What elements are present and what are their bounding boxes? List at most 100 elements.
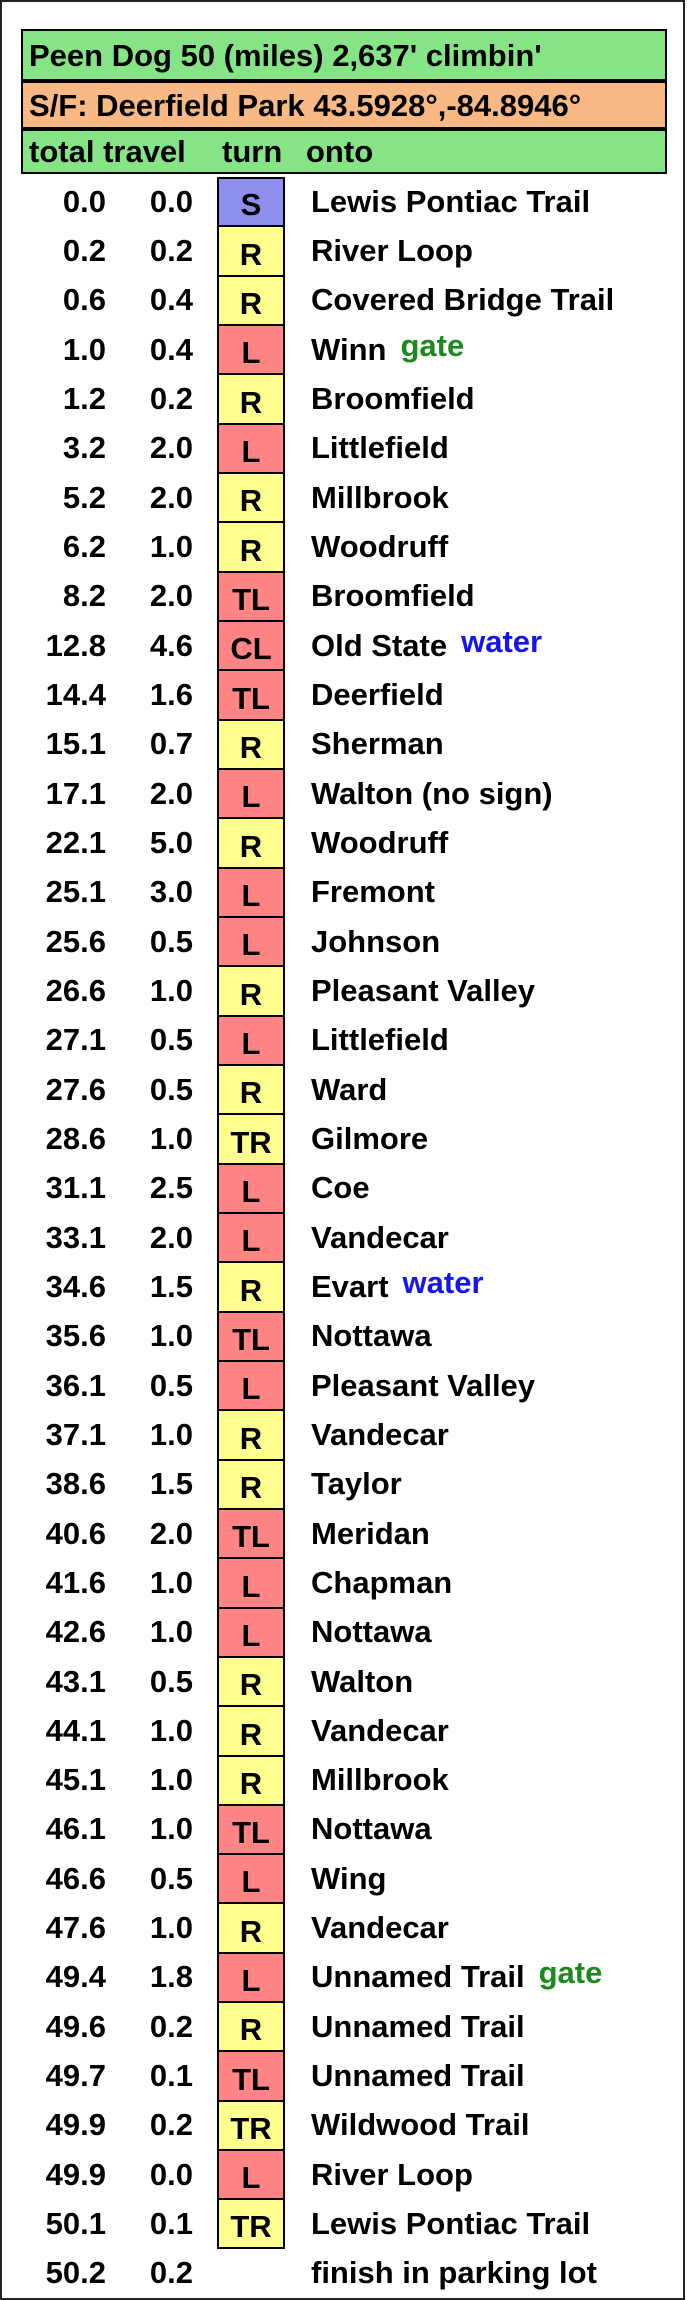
cue-row: 8.2 2.0 TL Broomfield	[2, 571, 683, 621]
cue-row: 33.1 2.0 L Vandecar	[2, 1212, 683, 1263]
cue-road-name: Unnamed Trail	[311, 2008, 525, 2044]
cue-total-miles: 49.9	[45, 2156, 106, 2192]
cue-travel-miles: 0.2	[149, 2008, 193, 2044]
cue-travel-miles: 0.0	[149, 2156, 193, 2192]
cue-road-name-cell: Fremont	[311, 868, 435, 917]
cue-road-name-cell: Unnamed Trail gate	[311, 1953, 602, 2002]
cue-total-miles: 49.7	[45, 2058, 106, 2094]
cue-travel-miles: 0.1	[149, 2058, 193, 2094]
cue-turn-badge: R	[217, 1459, 285, 1509]
cue-road-name-cell: Vandecar	[311, 1903, 449, 1952]
cue-road-name-cell: Meridan	[311, 1509, 430, 1558]
cue-total-miles: 27.1	[45, 1022, 106, 1058]
cue-row: 26.6 1.0 R Pleasant Valley	[2, 966, 683, 1016]
column-header-total: total	[29, 134, 95, 169]
cue-road-name-cell: Deerfield	[311, 670, 444, 719]
cue-turn-badge: L	[217, 2150, 285, 2200]
cue-road-name: Nottawa	[311, 1614, 432, 1650]
cue-row: 41.6 1.0 L Chapman	[2, 1558, 683, 1608]
cue-travel-miles: 0.5	[149, 1071, 193, 1107]
cue-travel-miles: 0.4	[149, 331, 193, 367]
cue-road-name-cell: Pleasant Valley	[311, 966, 535, 1015]
cue-road-name: Woodruff	[311, 528, 449, 564]
cue-road-name: Unnamed Trail	[311, 1959, 525, 1995]
cue-travel-miles: 1.0	[149, 1120, 193, 1156]
cue-turn-badge: R	[217, 966, 285, 1016]
cue-turn-badge: TL	[217, 571, 285, 621]
cue-road-name: Covered Bridge Trail	[311, 282, 615, 318]
cue-row: 14.4 1.6 TL Deerfield	[2, 670, 683, 720]
cue-travel-miles: 0.1	[149, 2206, 193, 2242]
cue-turn-badge: L	[217, 1212, 285, 1263]
column-header-total-travel: total travel	[29, 136, 222, 167]
cue-total-miles: 46.1	[45, 1811, 106, 1847]
cue-travel-miles: 4.6	[149, 627, 193, 663]
cue-road-name-cell: Taylor	[311, 1460, 402, 1509]
cue-travel-miles: 0.5	[149, 1022, 193, 1058]
cue-road-name: Millbrook	[311, 1762, 449, 1798]
cue-road-name: Ward	[311, 1071, 388, 1107]
cue-total-miles: 6.2	[62, 528, 106, 564]
cue-travel-miles: 2.0	[149, 1515, 193, 1551]
cue-turn-badge: R	[217, 275, 285, 325]
cue-turn-badge: R	[217, 1706, 285, 1756]
cue-travel-miles: 0.0	[149, 183, 193, 219]
cue-travel-miles: 1.0	[149, 1811, 193, 1847]
cue-travel-miles: 0.2	[149, 2255, 193, 2291]
cue-road-name: Millbrook	[311, 479, 449, 515]
cue-row: 49.7 0.1 TL Unnamed Trail	[2, 2051, 683, 2101]
cue-turn-badge: R	[217, 1064, 285, 1115]
cue-road-name: Coe	[311, 1170, 370, 1206]
cue-road-name-cell: Ward	[311, 1065, 387, 1114]
cue-row: 28.6 1.0 TR Gilmore	[2, 1114, 683, 1164]
cue-total-miles: 42.6	[45, 1614, 106, 1650]
cue-row: 50.2 0.2 finish in parking lot	[2, 2249, 683, 2298]
cue-road-name-cell: Old State water	[311, 621, 542, 670]
cue-total-miles: 47.6	[45, 1910, 106, 1946]
cue-row: 27.6 0.5 R Ward	[2, 1064, 683, 1115]
cue-road-name: Woodruff	[311, 824, 449, 860]
cue-road-name: Johnson	[311, 923, 441, 959]
cue-turn-badge: L	[217, 1558, 285, 1608]
water-stop-note: water	[461, 623, 543, 659]
cue-road-name-cell: Evart water	[311, 1262, 484, 1311]
cue-row: 43.1 0.5 R Walton	[2, 1656, 683, 1707]
cue-turn-badge: L	[217, 1854, 285, 1904]
column-header-onto: onto	[306, 134, 374, 169]
cue-turn-badge: L	[217, 1015, 285, 1065]
cue-total-miles: 49.9	[45, 2107, 106, 2143]
cue-total-miles: 34.6	[45, 1268, 106, 1304]
cue-row: 42.6 1.0 L Nottawa	[2, 1607, 683, 1657]
cue-turn-badge: TL	[217, 670, 285, 720]
cue-total-miles: 35.6	[45, 1318, 106, 1354]
cue-road-name-cell: Millbrook	[311, 473, 449, 522]
cue-road-name: Nottawa	[311, 1318, 432, 1354]
cue-row: 22.1 5.0 R Woodruff	[2, 818, 683, 868]
cue-turn-badge: R	[217, 1755, 285, 1805]
cue-total-miles: 12.8	[45, 627, 106, 663]
cue-turn-badge: R	[217, 374, 285, 424]
column-headers: total travel turn onto	[21, 129, 667, 174]
start-finish-location: S/F: Deerfield Park 43.5928°,-84.8946°	[21, 81, 667, 129]
cue-road-name-cell: Pleasant Valley	[311, 1361, 535, 1410]
column-header-turn: turn	[222, 134, 283, 169]
cue-total-miles: 49.4	[45, 1959, 106, 1995]
cue-road-name-cell: Littlefield	[311, 1016, 449, 1065]
cue-travel-miles: 2.0	[149, 430, 193, 466]
cue-total-miles: 5.2	[62, 479, 106, 515]
cue-road-name: Wing	[311, 1860, 387, 1896]
cue-travel-miles: 1.0	[149, 1614, 193, 1650]
cue-list: 0.0 0.0 S Lewis Pontiac Trail 0.2 0.2 R River L…	[2, 177, 683, 2298]
cue-travel-miles: 0.5	[149, 1860, 193, 1896]
cue-road-name-cell: Coe	[311, 1164, 370, 1213]
cue-row: 27.1 0.5 L Littlefield	[2, 1015, 683, 1065]
cue-row: 5.2 2.0 R Millbrook	[2, 472, 683, 523]
cue-turn-badge: R	[217, 2002, 285, 2052]
cue-travel-miles: 2.5	[149, 1170, 193, 1206]
cue-row: 45.1 1.0 R Millbrook	[2, 1755, 683, 1805]
cue-road-name-cell: River Loop	[311, 226, 473, 275]
cue-travel-miles: 0.5	[149, 1367, 193, 1403]
cue-total-miles: 1.2	[62, 380, 106, 416]
cue-road-name: Evart	[311, 1268, 389, 1304]
cue-road-name: Littlefield	[311, 430, 449, 466]
